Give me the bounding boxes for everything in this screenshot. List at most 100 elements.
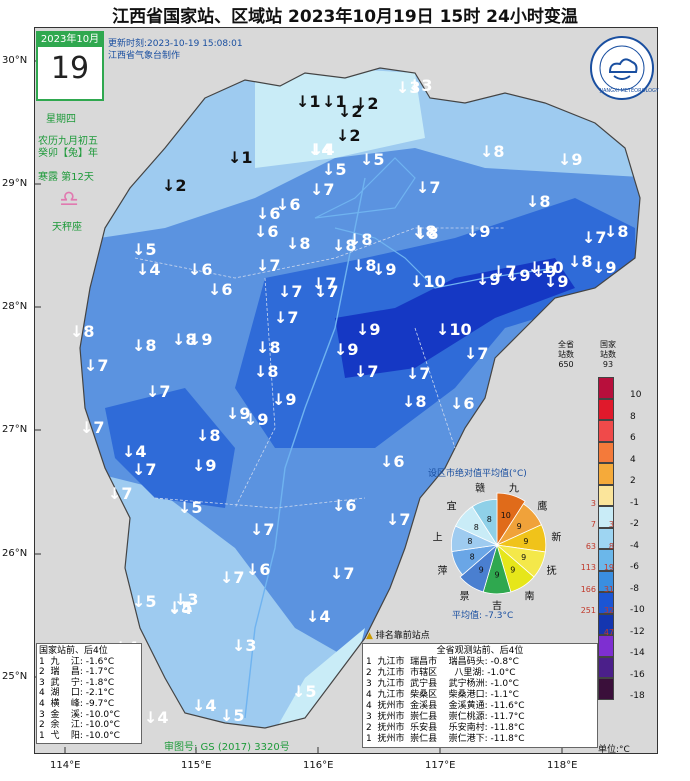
station-change-arrow: ↓7 — [220, 568, 245, 587]
triangle-icon: ▲ — [366, 631, 373, 641]
lon-label: 117°E — [425, 760, 456, 771]
station-change-arrow: ↓9 — [466, 222, 491, 241]
rose-value: 9 — [479, 566, 484, 575]
station-change-arrow: ↓6 — [246, 560, 271, 579]
legend-count-all: 7 — [590, 520, 596, 529]
station-rank-row: 3 抚州市 崇仁县 崇仁桃源: -11.7°C — [366, 712, 525, 722]
legend-label: -16 — [630, 669, 645, 680]
map-review-number: 审图号: GS (2017) 3320号 — [164, 742, 290, 753]
station-change-arrow: ↓7 — [310, 180, 335, 199]
station-change-arrow: ↓4 — [168, 599, 193, 618]
station-change-arrow: ↓5 — [220, 706, 245, 725]
rose-value: 9 — [510, 566, 515, 575]
station-change-arrow: ↓6 — [254, 222, 279, 241]
station-rank-row: 1 抚州市 崇仁县 崇仁港下: -11.8°C — [366, 734, 525, 744]
station-change-arrow: ↓7 — [416, 178, 441, 197]
station-change-arrow: ↓9 — [192, 456, 217, 475]
station-change-arrow: ↓4 — [308, 140, 333, 159]
legend-count-all: 3 — [590, 498, 596, 508]
station-change-arrow: ↓1 — [296, 92, 321, 111]
legend-swatch — [598, 377, 614, 399]
legend-count-national: 3 — [608, 520, 614, 529]
map-frame — [34, 27, 658, 754]
legend-swatch — [598, 484, 614, 506]
station-change-arrow: ↓4 — [192, 696, 217, 715]
station-change-arrow: ↓8 — [568, 252, 593, 271]
legend-label: 4 — [630, 454, 636, 465]
rose-value: 8 — [467, 537, 472, 546]
rose-city-label: 抚 — [547, 565, 557, 577]
xin-river — [334, 227, 556, 289]
left-panel-rows: 1 九 江: -1.6°C 2 瑞 昌: -1.7°C 3 武 宁: -1.8°C 4… — [39, 657, 139, 742]
calendar-month: 2023年10月 — [38, 33, 102, 47]
station-change-arrow: ↓6 — [332, 496, 357, 515]
zone-west-deep — [105, 388, 235, 508]
weekday: 星期四 — [46, 114, 76, 125]
station-change-arrow: ↓9 — [226, 404, 251, 423]
station-change-arrow: ↓7 — [492, 262, 517, 281]
station-rank-row: 2 九江市 市辖区 八里湖: -1.0°C — [366, 668, 516, 678]
meteorology-logo — [590, 36, 654, 100]
legend-all-h1: 全省 — [558, 340, 574, 349]
legend-nat-h2: 站数 — [600, 350, 616, 359]
station-change-arrow: ↓8 — [480, 142, 505, 161]
lon-label: 114°E — [50, 760, 81, 771]
rose-city-label: 新 — [551, 530, 561, 543]
legend-swatch — [598, 506, 614, 528]
station-change-arrow: ↓4 — [122, 442, 147, 461]
station-change-arrow: ↓4 — [306, 607, 331, 626]
station-change-arrow: ↓8 — [256, 338, 281, 357]
station-change-arrow: ↓7 — [330, 564, 355, 583]
station-change-arrow: ↓7 — [406, 364, 431, 383]
station-change-arrow: ↓7 — [386, 510, 411, 529]
station-change-arrow: ↓1 — [228, 148, 253, 167]
update-info: 更新时刻:2023-10-19 15:08:01 江西省气象台制作 — [108, 38, 243, 62]
lat-label: 27°N — [2, 424, 28, 435]
legend-count-national: 47 — [603, 627, 614, 637]
station-change-arrow: ↓9 — [544, 272, 569, 291]
top-note-text: 排名靠前站点 — [375, 631, 430, 641]
right-panel-rows: 1 九江市 瑞昌市 瑞昌码头: -0.8°C 2 九江市 市辖区 八里湖: -1.… — [366, 657, 594, 745]
station-change-arrow: ↓9 — [506, 266, 531, 285]
station-change-arrow: ↓7 — [84, 356, 109, 375]
all-stations-panel: 全省观测站前、后4位 1 九江市 瑞昌市 瑞昌码头: -0.8°C 2 九江市 市… — [362, 643, 598, 748]
legend-count-national: 31 — [603, 584, 614, 594]
solar-term: 寒露 第12天 — [38, 172, 94, 183]
rose-city-label: 南 — [524, 589, 534, 602]
rose-city-label: 吉 — [492, 600, 502, 610]
national-rank-row: 4 湖 口: -2.1°C — [39, 688, 115, 699]
rose-value: 8 — [487, 515, 492, 524]
top-station-note: ▲ 排名靠前站点 — [366, 628, 430, 641]
legend-count-all: 113 — [580, 563, 596, 572]
legend-unit: 单位:°C — [598, 745, 630, 755]
station-change-arrow: ↓3 — [174, 590, 199, 609]
rose-city-label: 赣 — [475, 481, 485, 494]
legend-label: -12 — [630, 626, 645, 637]
station-change-arrow: ↓6 — [256, 204, 281, 223]
station-change-arrow: ↓1 — [322, 92, 347, 111]
station-change-arrow: ↓2 — [354, 94, 379, 113]
rose-value: 9 — [523, 537, 528, 546]
station-change-arrow: ↓7 — [132, 460, 157, 479]
province-border — [79, 67, 641, 729]
rose-slice — [459, 543, 498, 593]
legend-swatch — [598, 420, 614, 442]
station-change-arrow: ↓9 — [558, 150, 583, 169]
station-change-arrow: ↓2 — [162, 176, 187, 195]
rose-city-label: 景 — [460, 590, 470, 602]
station-change-arrow: ↓8 — [286, 234, 311, 253]
station-change-arrow: ↓8 — [604, 222, 629, 241]
rose-value: 9 — [494, 570, 499, 579]
station-change-arrow: ↓8 — [70, 322, 95, 341]
station-change-arrow: ↓8 — [414, 224, 439, 243]
legend-label: -18 — [630, 691, 645, 701]
legend-swatch — [598, 635, 614, 657]
legend-label: 8 — [630, 411, 636, 422]
legend-count-national: 8 — [608, 541, 614, 551]
color-legend — [598, 377, 614, 700]
rose-value: 8 — [470, 552, 475, 561]
legend-swatch — [598, 398, 614, 420]
station-change-arrow: ↓3 — [396, 78, 421, 97]
station-change-arrow: ↓5 — [178, 498, 203, 517]
poyang-lake — [314, 157, 416, 219]
